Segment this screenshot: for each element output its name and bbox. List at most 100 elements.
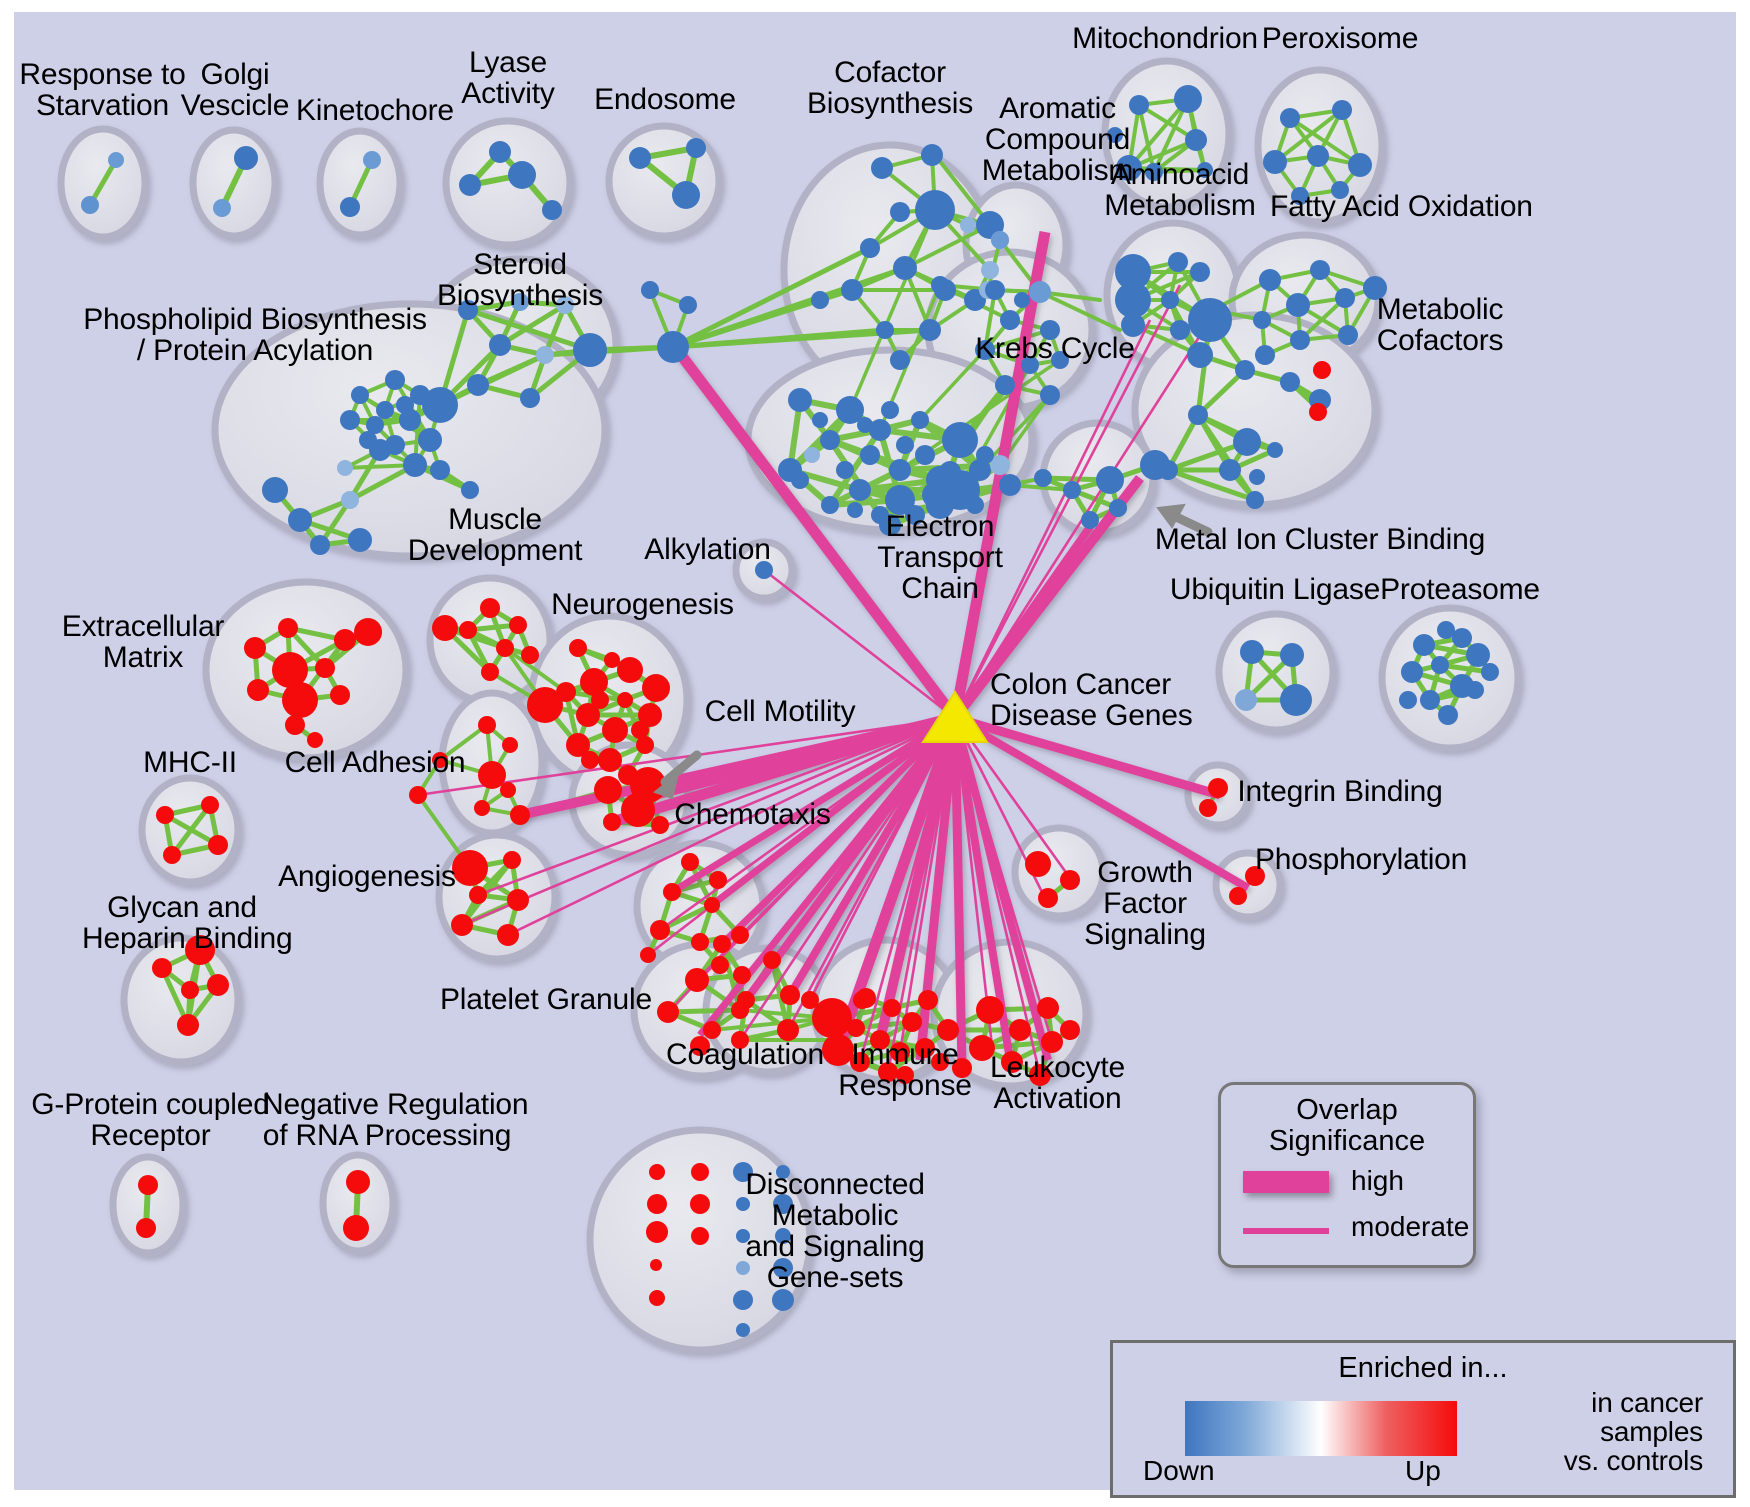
node-up xyxy=(691,933,709,951)
node-up xyxy=(649,1290,665,1306)
node-up xyxy=(343,1215,369,1241)
node xyxy=(340,410,360,430)
label-mhc-ii: MHC-II xyxy=(143,746,237,779)
node-up xyxy=(497,924,519,946)
node-up xyxy=(1029,1064,1051,1086)
label-integrin-binding: Integrin Binding xyxy=(1237,775,1443,808)
enrichment-color-scale xyxy=(1185,1401,1457,1456)
node-up xyxy=(617,657,643,683)
node xyxy=(1235,360,1255,380)
node xyxy=(1290,330,1310,350)
node xyxy=(915,190,955,230)
node xyxy=(1145,163,1163,181)
node-up xyxy=(931,1053,949,1071)
hub-node-colon-cancer[interactable] xyxy=(921,690,989,743)
node-up xyxy=(709,871,727,889)
node xyxy=(1188,405,1208,425)
pointer-arrows xyxy=(652,503,1213,800)
label-coagulation: Coagulation xyxy=(666,1038,824,1071)
node-up xyxy=(763,951,781,969)
node-up xyxy=(244,637,266,659)
node-up xyxy=(527,687,563,723)
node-up xyxy=(163,846,181,864)
node-down xyxy=(773,1258,793,1278)
node xyxy=(889,459,911,481)
node-up xyxy=(690,1036,710,1056)
node-up xyxy=(282,682,318,718)
node xyxy=(969,459,991,481)
node-up xyxy=(853,991,871,1009)
node-up xyxy=(278,618,298,638)
node xyxy=(489,334,511,356)
node xyxy=(461,481,479,499)
node-up xyxy=(569,639,587,657)
node-up xyxy=(207,974,229,996)
label-peroxisome: Peroxisome xyxy=(1261,22,1419,55)
node xyxy=(1121,313,1145,337)
node xyxy=(890,202,910,222)
node-up xyxy=(474,800,490,816)
node-up xyxy=(334,629,356,651)
node xyxy=(1240,640,1264,664)
label-phospholipid-biosynthesis: Phospholipid Biosynthesis / Protein Acyl… xyxy=(83,303,427,367)
node xyxy=(879,514,901,536)
node xyxy=(1107,127,1123,143)
node xyxy=(1401,661,1423,683)
node xyxy=(995,375,1015,395)
node-up xyxy=(647,1194,667,1214)
node xyxy=(911,411,929,429)
node-up xyxy=(354,618,382,646)
node xyxy=(1466,643,1490,667)
node-up xyxy=(1009,1019,1031,1041)
node xyxy=(1161,291,1179,309)
node-up xyxy=(1229,887,1247,905)
node-up xyxy=(1001,1051,1023,1073)
node-up xyxy=(650,1259,662,1271)
node xyxy=(921,144,943,166)
node-up xyxy=(315,658,335,678)
node xyxy=(556,296,574,314)
node xyxy=(288,508,312,532)
node-up xyxy=(509,616,527,634)
node-down xyxy=(736,1323,750,1337)
node xyxy=(1096,466,1124,494)
node xyxy=(366,416,384,434)
label-disconnected-gene-sets: Disconnected Metabolic and Signaling Gen… xyxy=(745,1168,925,1294)
node xyxy=(1291,187,1309,205)
node xyxy=(881,401,899,419)
node-up xyxy=(1037,997,1059,1019)
node xyxy=(351,386,369,404)
label-angiogenesis: Angiogenesis xyxy=(278,860,456,893)
node xyxy=(1253,311,1271,329)
node xyxy=(922,482,948,508)
node xyxy=(418,428,442,452)
node xyxy=(871,157,893,179)
node-up xyxy=(890,1042,910,1062)
label-colon-cancer-disease-genes: Colon Cancer Disease Genes xyxy=(990,668,1193,732)
node xyxy=(820,430,840,450)
node xyxy=(385,370,405,390)
node-up xyxy=(603,813,621,831)
label-extracellular-matrix: Extracellular Matrix xyxy=(61,610,225,674)
node-up xyxy=(307,732,323,748)
node xyxy=(1466,681,1484,699)
node-up xyxy=(657,1001,679,1023)
node xyxy=(836,461,854,479)
node xyxy=(966,496,984,514)
legend-label-high: high xyxy=(1351,1165,1404,1196)
node xyxy=(1255,345,1275,365)
label-metabolic-cofactors: Metabolic Cofactors xyxy=(1376,293,1504,357)
node xyxy=(108,152,124,168)
node-up xyxy=(451,914,473,936)
node xyxy=(1310,260,1330,280)
node-up xyxy=(691,1227,709,1245)
node-up xyxy=(850,1052,870,1072)
node xyxy=(919,319,941,341)
node xyxy=(841,279,863,301)
node xyxy=(981,261,999,279)
node xyxy=(403,453,427,477)
node xyxy=(213,199,231,217)
node xyxy=(337,460,353,476)
label-g-protein-coupled-receptor: G-Protein coupled Receptor xyxy=(31,1088,270,1152)
node-up xyxy=(510,805,530,825)
